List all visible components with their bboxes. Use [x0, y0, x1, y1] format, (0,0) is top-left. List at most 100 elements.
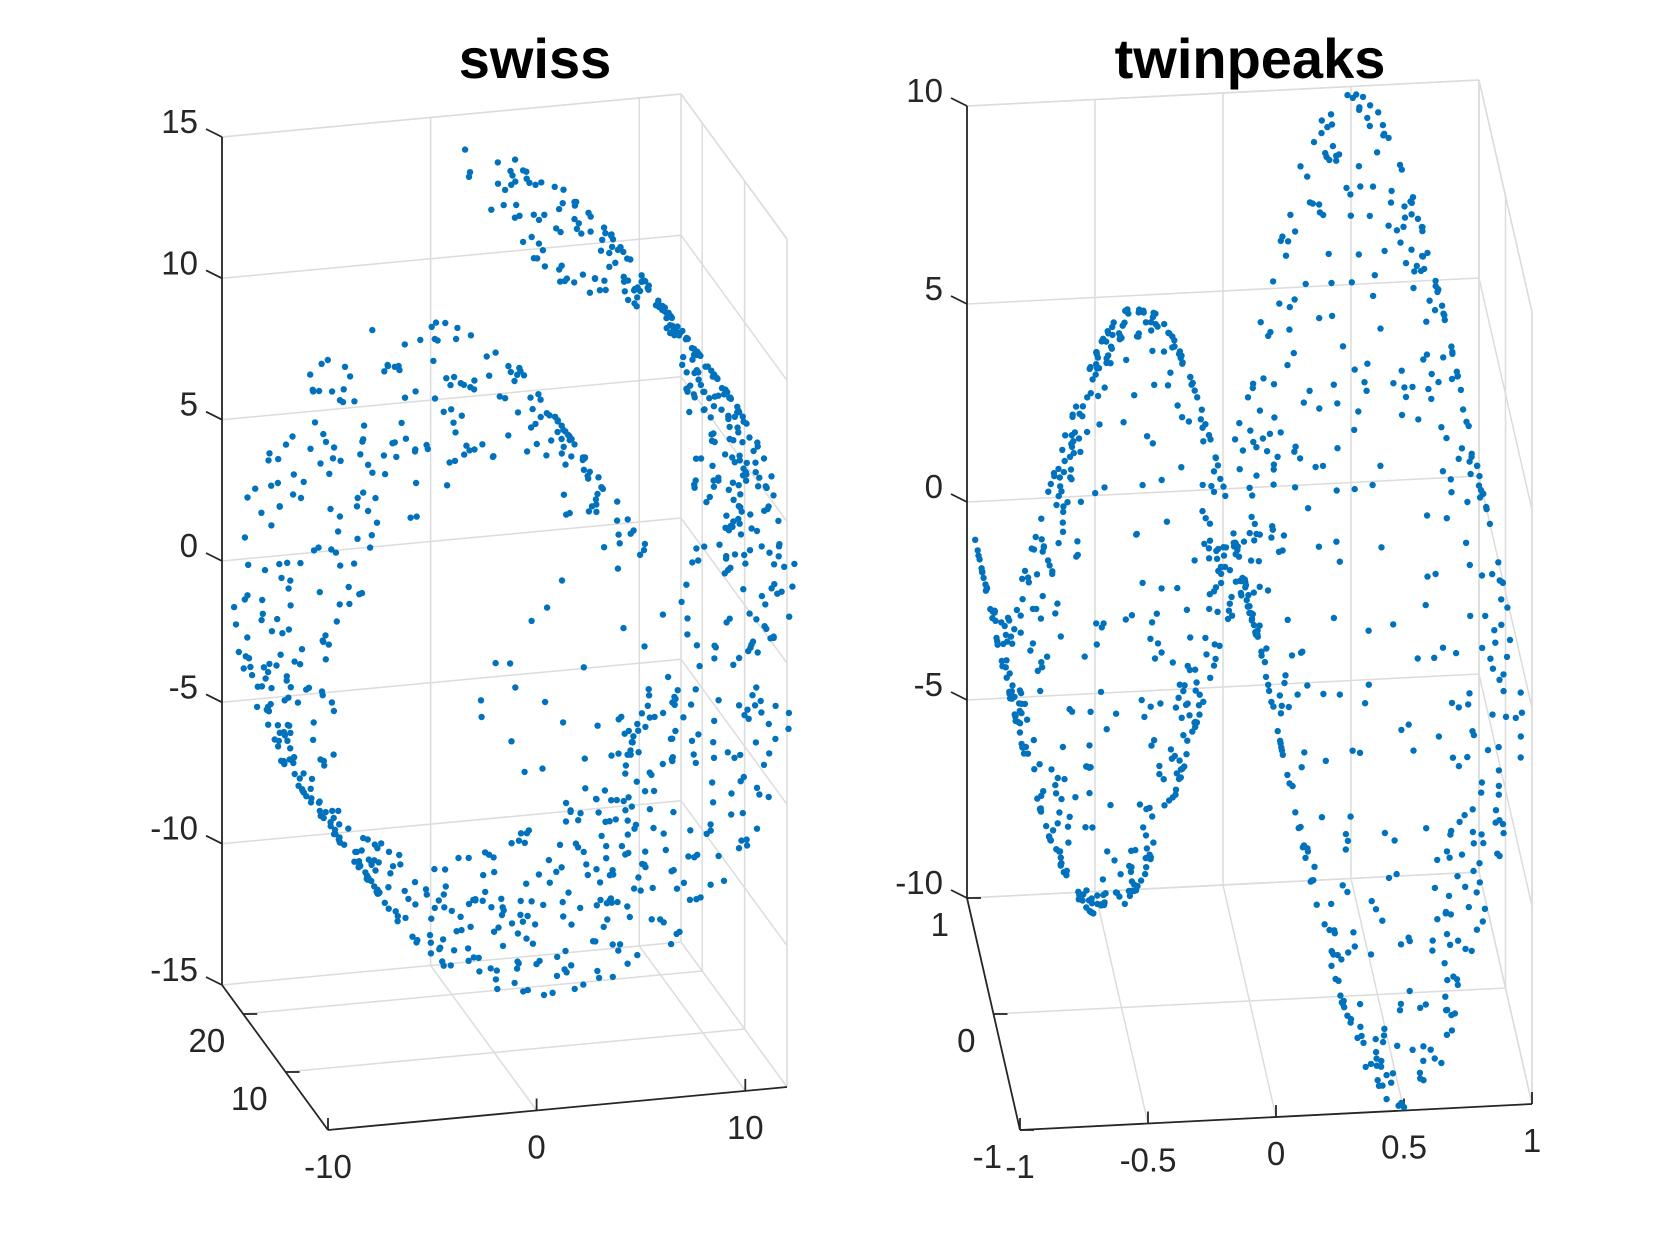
data-point [266, 450, 273, 457]
data-point [1178, 464, 1185, 471]
data-point [1321, 921, 1328, 928]
data-point [1249, 492, 1256, 499]
data-point [1371, 272, 1379, 279]
data-point [1426, 297, 1433, 304]
data-point [1422, 1001, 1430, 1008]
data-point [1447, 911, 1455, 918]
data-point [673, 885, 681, 892]
data-point [1344, 91, 1351, 99]
data-point [710, 754, 718, 761]
data-point [289, 433, 296, 440]
data-point [284, 721, 291, 729]
data-point [1154, 640, 1162, 647]
data-point [1464, 753, 1471, 761]
data-point [441, 866, 449, 873]
data-point [1478, 789, 1485, 796]
data-point [1019, 596, 1026, 603]
data-point [651, 713, 658, 721]
data-point [1359, 93, 1367, 101]
data-point [731, 459, 738, 466]
data-point [507, 368, 514, 376]
data-point [692, 686, 699, 693]
data-point [1093, 361, 1100, 368]
data-point [1365, 627, 1372, 634]
data-point [1175, 694, 1182, 701]
data-point [686, 408, 693, 416]
data-point [1424, 249, 1431, 257]
data-point [1270, 466, 1277, 473]
data-point [1094, 354, 1102, 361]
data-point [448, 406, 455, 413]
data-point [402, 435, 410, 442]
data-point [1222, 492, 1229, 500]
data-point [620, 797, 627, 805]
data-point [353, 848, 361, 856]
data-point [710, 739, 717, 746]
swiss-points [230, 146, 798, 999]
data-point [1355, 163, 1363, 170]
data-point [1115, 330, 1123, 337]
data-point [594, 490, 601, 498]
data-point [1181, 682, 1188, 689]
data-point [665, 309, 672, 316]
data-point [1156, 770, 1163, 778]
data-point [791, 560, 798, 568]
data-point [1351, 366, 1358, 373]
data-point [598, 484, 605, 491]
data-point [741, 551, 748, 559]
data-point [1375, 109, 1382, 116]
data-point [706, 395, 713, 402]
twinpeaks-axes [950, 97, 1533, 1131]
data-point [1301, 749, 1308, 756]
data-point [1427, 1046, 1434, 1053]
data-point [1257, 319, 1264, 326]
data-point [622, 807, 629, 814]
data-point [1372, 1035, 1379, 1043]
data-point [1479, 644, 1486, 652]
data-point [477, 697, 485, 704]
data-point [428, 915, 435, 922]
data-point [1286, 303, 1294, 311]
data-point [1398, 411, 1406, 419]
data-point [1290, 349, 1298, 357]
data-point [596, 287, 604, 294]
data-point [318, 360, 325, 367]
data-point [1036, 761, 1043, 768]
data-point [1465, 903, 1473, 911]
data-point [479, 897, 486, 904]
data-point [1210, 488, 1218, 496]
grid-line-y [285, 1028, 745, 1073]
data-point [479, 441, 486, 448]
data-point [568, 921, 575, 928]
data-point [1207, 674, 1214, 681]
data-point [500, 201, 507, 209]
data-point [747, 511, 754, 518]
data-point [1438, 1059, 1445, 1067]
data-point [593, 508, 600, 516]
data-point [1258, 652, 1265, 659]
data-point [1239, 447, 1247, 454]
data-point [523, 880, 530, 887]
data-point [1228, 593, 1235, 601]
data-point [1484, 746, 1492, 754]
data-point [1027, 647, 1034, 654]
data-point [465, 854, 472, 862]
data-point [554, 428, 561, 436]
data-point [308, 775, 316, 783]
data-point [1136, 801, 1144, 808]
data-point [333, 618, 340, 625]
data-point [401, 394, 409, 401]
data-point [1368, 897, 1375, 905]
data-point [1469, 806, 1476, 813]
data-point [1499, 579, 1506, 586]
y-tick-label: 10 [231, 1080, 268, 1117]
data-point [687, 827, 694, 834]
data-point [523, 935, 530, 942]
data-point [761, 507, 768, 514]
data-point [1054, 820, 1061, 827]
data-point [1379, 1082, 1386, 1089]
data-point [298, 646, 306, 653]
data-point [1434, 916, 1441, 923]
data-point [1462, 945, 1469, 953]
